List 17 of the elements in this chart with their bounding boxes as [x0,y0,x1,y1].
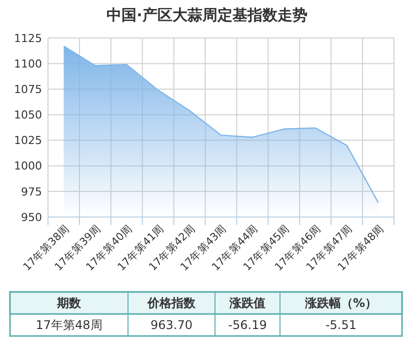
y-tick-label: 1025 [14,134,42,148]
chart-title: 中国·产区大蒜周定基指数走势 [106,6,308,24]
y-tick-label: 975 [21,185,42,198]
text: -5.51 [325,318,357,332]
text: 17年第48周 [36,318,102,332]
y-tick-label: 1050 [14,108,42,122]
text: 价格指数 [146,296,196,310]
y-tick-label: 1100 [14,57,42,70]
text: 963.70 [150,318,192,332]
text: 涨跌值 [228,296,266,310]
y-tick-label: 1075 [14,82,42,96]
y-tick-label: 950 [21,210,42,224]
text: -56.19 [228,318,267,332]
text: 期数 [56,296,82,310]
y-tick-label: 1125 [14,32,42,45]
y-tick-label: 1000 [14,160,42,173]
text: 涨跌幅（%） [304,296,378,310]
